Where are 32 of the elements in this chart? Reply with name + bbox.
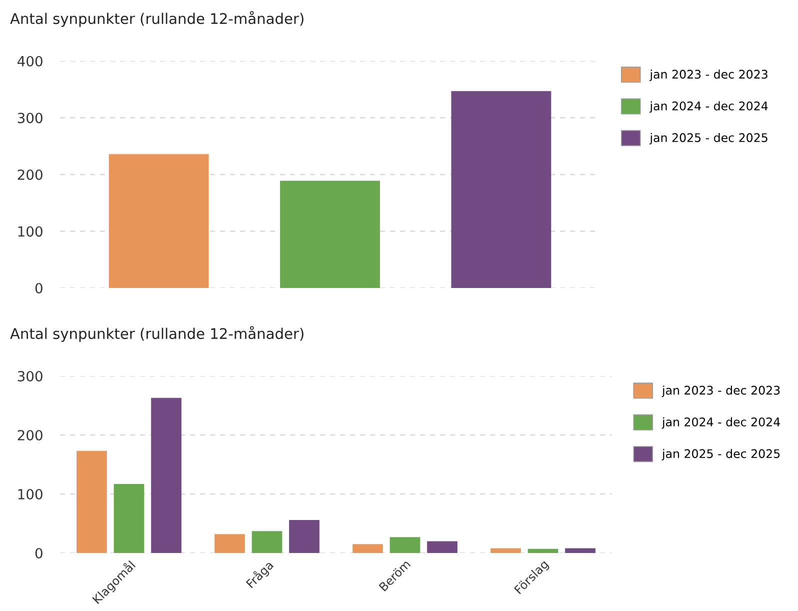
bar [565,548,596,553]
legend-label: jan 2023 - dec 2023 [650,70,768,81]
y-tick-label: 300 [18,370,42,382]
bar [108,154,209,288]
chart-title: Antal synpunkter (rullande 12-månader) [10,11,304,27]
y-tick-label: 100 [18,488,42,500]
bar [214,534,245,553]
legend-label: jan 2024 - dec 2024 [650,101,768,113]
bar [427,541,458,553]
legend-label: jan 2024 - dec 2024 [662,417,780,429]
legend-label: jan 2023 - dec 2023 [662,386,780,397]
bar [490,548,521,553]
bar [114,484,144,553]
bar [352,544,383,553]
legend-label: jan 2025 - dec 2025 [662,448,780,460]
bar [151,398,182,553]
y-tick-label: 200 [18,430,42,440]
y-tick-label: 300 [18,112,42,124]
legend-label: jan 2025 - dec 2025 [650,132,768,144]
bar [76,450,107,553]
bar [390,537,420,553]
bar [528,548,558,553]
bar [451,91,552,288]
y-tick-label: 400 [18,56,42,66]
bar [289,520,320,553]
y-tick-label: 200 [18,169,42,180]
chart-title: Antal synpunkter (rullande 12-månader) [10,326,304,342]
y-tick-label: 100 [18,226,42,237]
y-tick-label: 0 [35,548,42,558]
bar [252,531,282,553]
y-tick-label: 0 [35,282,42,294]
bar [280,180,380,288]
